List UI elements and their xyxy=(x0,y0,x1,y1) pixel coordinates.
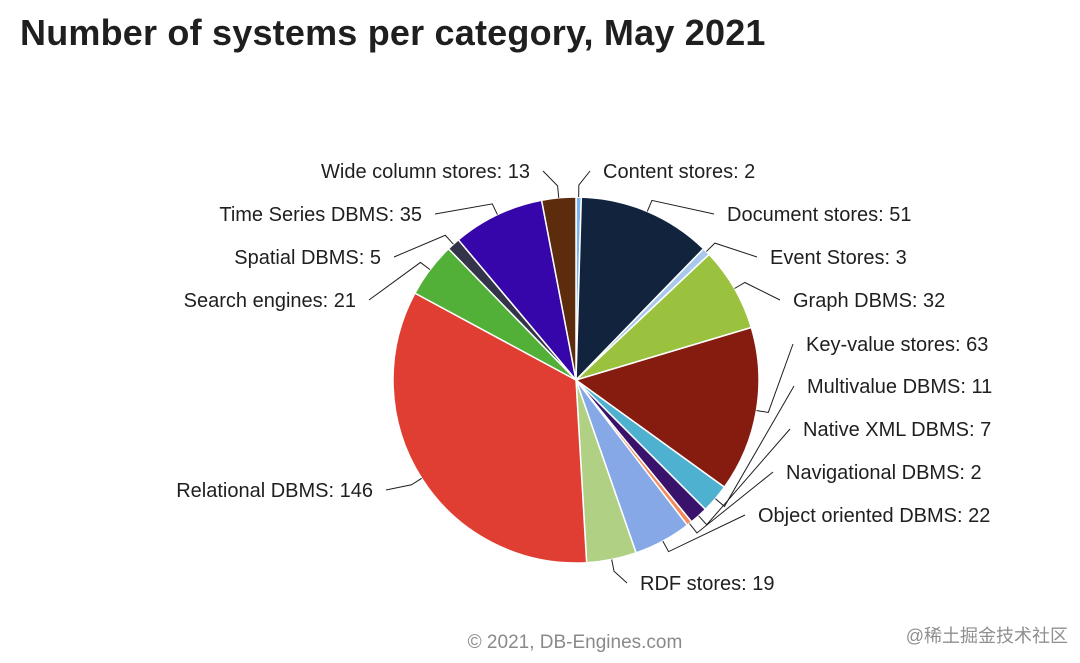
connector-time-series-dbms xyxy=(434,203,498,215)
connector-rdf-stores xyxy=(611,559,628,584)
chart-title: Number of systems per category, May 2021 xyxy=(20,12,766,53)
slice-document-stores[interactable] xyxy=(575,196,705,381)
label-object-oriented-dbms: Object oriented DBMS: 22 xyxy=(758,505,990,527)
pie-slices xyxy=(392,196,760,564)
label-relational-dbms: Relational DBMS: 146 xyxy=(176,480,373,502)
label-wide-column-stores: Wide column stores: 13 xyxy=(321,161,530,183)
label-multivalue-dbms: Multivalue DBMS: 11 xyxy=(807,376,992,398)
label-key-value-stores: Key-value stores: 63 xyxy=(806,334,988,356)
watermark: @稀土掘金技术社区 xyxy=(905,626,1068,646)
label-spatial-dbms: Spatial DBMS: 5 xyxy=(234,247,381,269)
copyright-footer: © 2021, DB-Engines.com xyxy=(467,632,683,653)
label-navigational-dbms: Navigational DBMS: 2 xyxy=(786,462,982,484)
slice-key-value-stores[interactable] xyxy=(575,326,760,488)
connector-wide-column-stores xyxy=(542,170,560,198)
connector-document-stores xyxy=(646,199,715,215)
label-document-stores: Document stores: 51 xyxy=(727,204,912,226)
connector-key-value-stores xyxy=(756,343,794,414)
label-native-xml-dbms: Native XML DBMS: 7 xyxy=(803,419,991,441)
connector-event-stores xyxy=(705,242,758,258)
label-graph-dbms: Graph DBMS: 32 xyxy=(793,290,945,312)
connector-graph-dbms xyxy=(734,281,781,301)
label-search-engines: Search engines: 21 xyxy=(184,290,356,312)
label-time-series-dbms: Time Series DBMS: 35 xyxy=(219,204,422,226)
label-rdf-stores: RDF stores: 19 xyxy=(640,573,774,595)
connector-object-oriented-dbms xyxy=(662,514,746,553)
connector-relational-dbms xyxy=(385,477,422,491)
connector-search-engines xyxy=(368,261,431,301)
label-content-stores: Content stores: 2 xyxy=(603,161,755,183)
connector-content-stores xyxy=(578,170,591,198)
slice-relational-dbms[interactable] xyxy=(392,292,588,564)
slice-labels: Content stores: 2 Document stores: 51 Even… xyxy=(176,161,992,595)
connector-navigational-dbms xyxy=(689,471,774,534)
label-connectors xyxy=(368,170,795,584)
connector-multivalue-dbms xyxy=(715,385,795,508)
label-event-stores: Event Stores: 3 xyxy=(770,247,907,269)
slice-time-series-dbms[interactable] xyxy=(457,199,577,381)
connector-spatial-dbms xyxy=(393,234,454,258)
